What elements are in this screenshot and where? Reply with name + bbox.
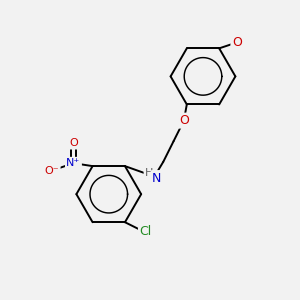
Text: O: O xyxy=(179,114,189,127)
Text: Cl: Cl xyxy=(140,224,152,238)
Text: N⁺: N⁺ xyxy=(66,158,81,168)
Text: O⁻: O⁻ xyxy=(45,166,59,176)
Text: H: H xyxy=(145,168,153,178)
Text: O: O xyxy=(232,36,242,49)
Text: O: O xyxy=(69,138,78,148)
Text: N: N xyxy=(152,172,161,184)
